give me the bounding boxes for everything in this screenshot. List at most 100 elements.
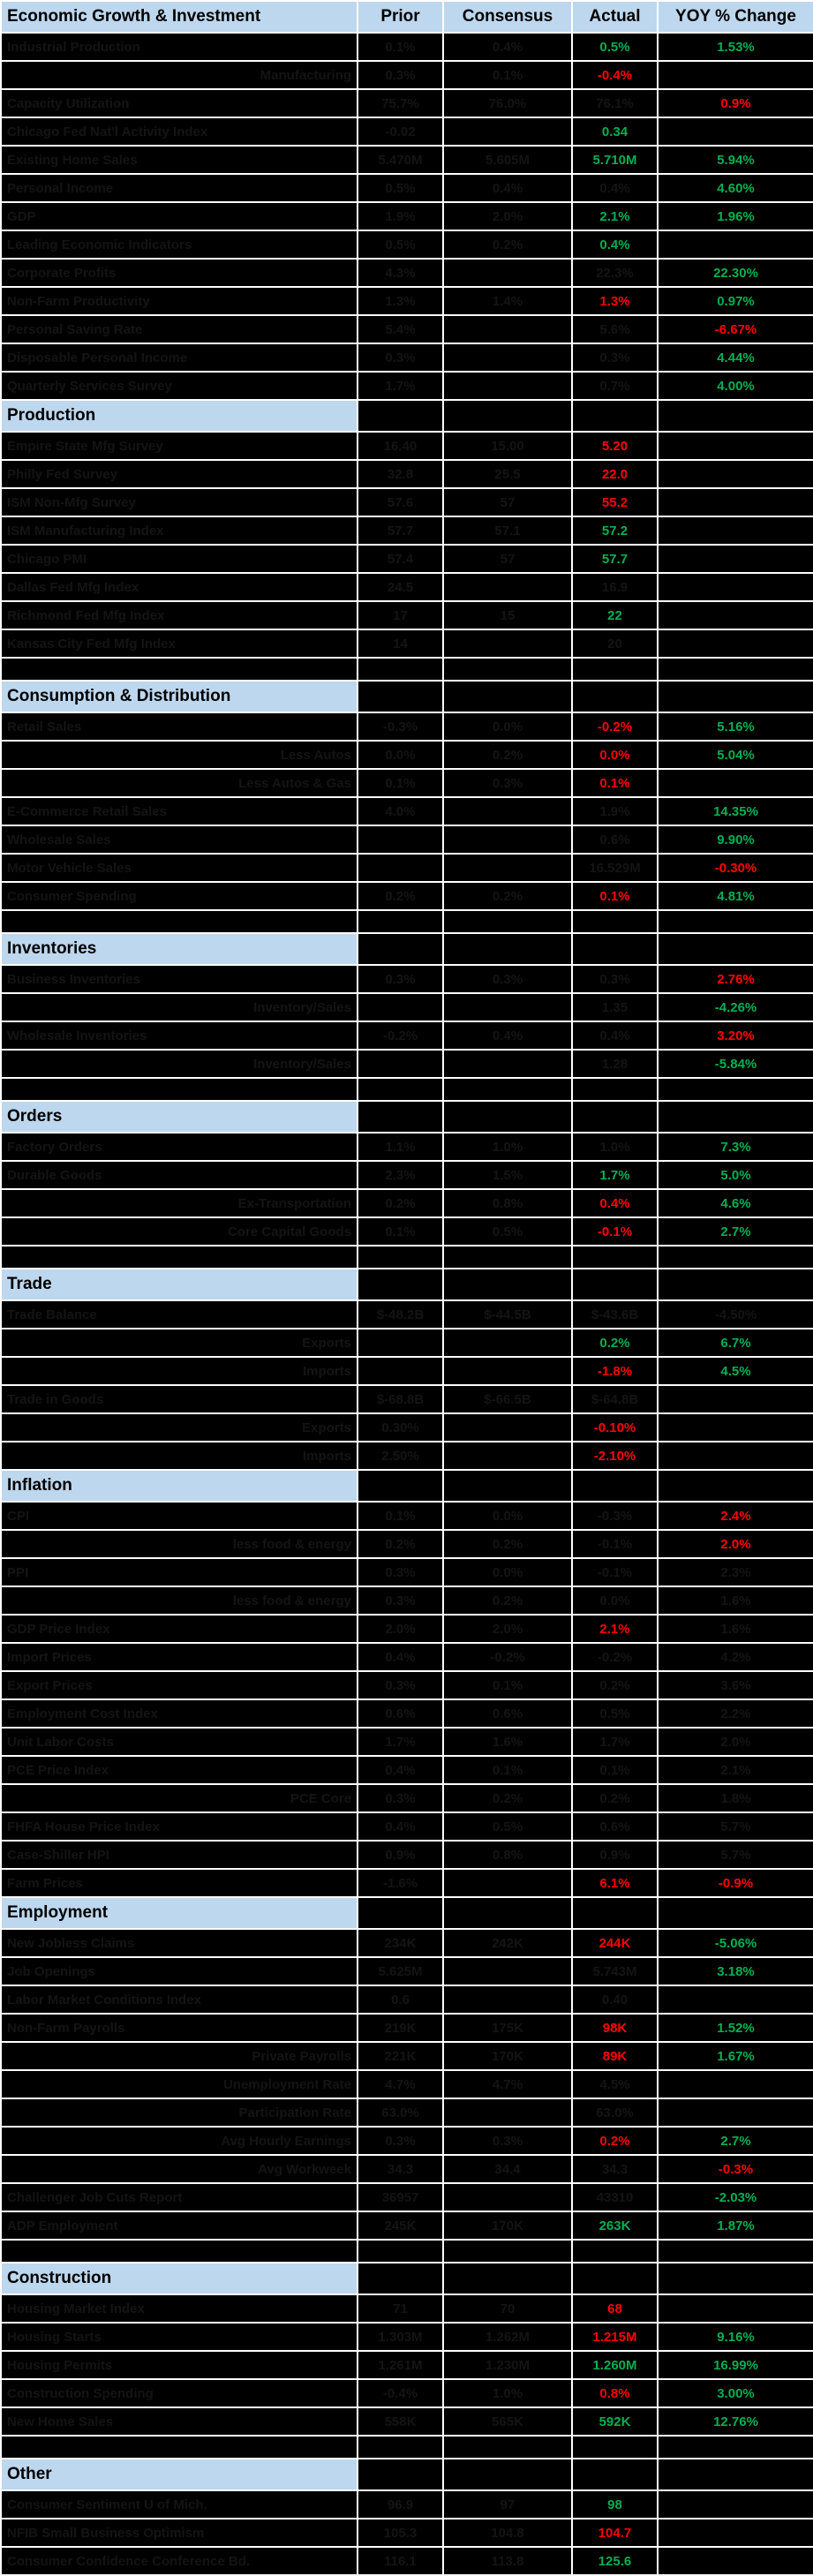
spacer-cell bbox=[442, 2435, 573, 2459]
yoy-change-value: 5.7% bbox=[657, 1840, 813, 1870]
actual-value: 0.2% bbox=[571, 1783, 659, 1813]
indicator-label: GDP Price Index bbox=[0, 1614, 358, 1644]
indicator-label: Chicago PMI bbox=[0, 544, 358, 574]
prior-value: 0.3% bbox=[357, 1586, 444, 1616]
spacer-cell bbox=[357, 657, 444, 682]
indicator-label: Case-Shiller HPI bbox=[0, 1840, 358, 1870]
indicator-label: Factory Orders bbox=[0, 1132, 358, 1162]
indicator-label: Kansas City Fed Mfg Index bbox=[0, 629, 358, 659]
prior-value: 234K bbox=[357, 1928, 444, 1958]
prior-value: 0.3% bbox=[357, 1557, 444, 1587]
yoy-change-value: -5.06% bbox=[657, 1928, 813, 1958]
indicator-label: New Jobless Claims bbox=[0, 1928, 358, 1958]
consensus-value: 0.2% bbox=[442, 230, 573, 260]
spacer-cell bbox=[442, 2239, 573, 2263]
table-row: Avg Hourly Earnings 0.3% 0.3% 0.2% 2.7% bbox=[0, 2126, 813, 2156]
consensus-value bbox=[442, 796, 573, 826]
table-row: Construction Spending -0.4% 1.0% 0.8% 3.00% bbox=[0, 2378, 813, 2408]
yoy-change-value: 9.16% bbox=[657, 2322, 813, 2352]
indicator-label: less food & energy bbox=[0, 1586, 358, 1616]
actual-value: 0.3% bbox=[571, 964, 659, 994]
section-header-row: Construction bbox=[0, 2262, 813, 2295]
table-row: less food & energy 0.3% 0.2% 0.0% 1.6% bbox=[0, 1586, 813, 1616]
consensus-value: 175K bbox=[442, 2013, 573, 2043]
indicator-label: Exports bbox=[0, 1328, 358, 1358]
prior-value: 116.1 bbox=[357, 2546, 444, 2576]
table-row: New Home Sales 558K 565K 592K 12.76% bbox=[0, 2407, 813, 2437]
actual-value: -0.10% bbox=[571, 1412, 659, 1442]
table-row: PPI 0.3% 0.0% -0.1% 2.3% bbox=[0, 1557, 813, 1587]
spacer-cell bbox=[0, 2239, 358, 2263]
actual-value: 0.3% bbox=[571, 343, 659, 373]
section-header-row: Trade bbox=[0, 1268, 813, 1301]
consensus-value: 0.3% bbox=[442, 2126, 573, 2156]
table-row: E-Commerce Retail Sales 4.0% 1.9% 14.35% bbox=[0, 796, 813, 826]
consensus-value bbox=[442, 2182, 573, 2212]
actual-value: -0.2% bbox=[571, 712, 659, 742]
spacer-cell bbox=[442, 1245, 573, 1269]
table-row: Existing Home Sales 5.470M 5.605M 5.710M 5.9… bbox=[0, 145, 813, 175]
prior-value: 0.4% bbox=[357, 1811, 444, 1842]
yoy-change-value: 2.0% bbox=[657, 1529, 813, 1559]
actual-value: 1.3% bbox=[571, 286, 659, 316]
section-empty-cell bbox=[571, 399, 659, 433]
yoy-change-value bbox=[657, 572, 813, 602]
section-header-row: Consumption & Distribution bbox=[0, 680, 813, 713]
prior-value: 24.5 bbox=[357, 572, 444, 602]
actual-value: 1.7% bbox=[571, 1727, 659, 1757]
indicator-label: NFIB Small Business Optimism bbox=[0, 2518, 358, 2548]
indicator-label: Inventory/Sales bbox=[0, 1049, 358, 1079]
actual-value: 0.4% bbox=[571, 1188, 659, 1218]
section-title: Inventories bbox=[0, 932, 358, 966]
actual-value: 1.260M bbox=[571, 2350, 659, 2380]
yoy-change-value: 3.00% bbox=[657, 2378, 813, 2408]
actual-value: 104.7 bbox=[571, 2518, 659, 2548]
actual-value: 0.5% bbox=[571, 1699, 659, 1729]
yoy-change-value: 22.30% bbox=[657, 258, 813, 288]
spacer-cell bbox=[657, 657, 813, 682]
consensus-value: 0.2% bbox=[442, 740, 573, 770]
prior-value: 14 bbox=[357, 629, 444, 659]
indicator-label: Import Prices bbox=[0, 1642, 358, 1672]
yoy-change-value bbox=[657, 1985, 813, 2015]
header-actual-column: Actual bbox=[571, 0, 659, 34]
table-row: Business Inventories 0.3% 0.3% 0.3% 2.76% bbox=[0, 964, 813, 994]
consensus-value: 0.0% bbox=[442, 712, 573, 742]
prior-value bbox=[357, 1356, 444, 1386]
yoy-change-value: -0.9% bbox=[657, 1868, 813, 1898]
actual-value: 263K bbox=[571, 2211, 659, 2241]
section-title: Trade bbox=[0, 1268, 358, 1301]
indicator-label: Less Autos bbox=[0, 740, 358, 770]
spacer-cell bbox=[571, 657, 659, 682]
prior-value: 245K bbox=[357, 2211, 444, 2241]
indicator-label: New Home Sales bbox=[0, 2407, 358, 2437]
consensus-value: 0.4% bbox=[442, 173, 573, 203]
section-header-row: Production bbox=[0, 399, 813, 433]
spacer-cell bbox=[357, 1245, 444, 1269]
indicator-label: Dallas Fed Mfg Index bbox=[0, 572, 358, 602]
spacer-cell bbox=[0, 2435, 358, 2459]
table-row: Trade in Goods $-68.8B $-66.5B $-64.8B bbox=[0, 1384, 813, 1414]
section-empty-cell bbox=[442, 1268, 573, 1301]
table-row: Trade Balance $-48.2B $-44.5B $-43.6B -4.50% bbox=[0, 1299, 813, 1329]
yoy-change-value bbox=[657, 600, 813, 630]
indicator-label: Personal Saving Rate bbox=[0, 314, 358, 344]
consensus-value: 57.1 bbox=[442, 516, 573, 546]
prior-value: 1.261M bbox=[357, 2350, 444, 2380]
indicator-label: Consumer Confidence Conference Bd. bbox=[0, 2546, 358, 2576]
prior-value: $-68.8B bbox=[357, 1384, 444, 1414]
consensus-value bbox=[442, 572, 573, 602]
actual-value: 1.7% bbox=[571, 1160, 659, 1190]
prior-value: 558K bbox=[357, 2407, 444, 2437]
table-row: Avg Workweek 34.3 34.4 34.3 -0.3% bbox=[0, 2154, 813, 2184]
consensus-value: 15 bbox=[442, 600, 573, 630]
actual-value: 0.9% bbox=[571, 1840, 659, 1870]
consensus-value bbox=[442, 629, 573, 659]
indicator-label: Participation Rate bbox=[0, 2098, 358, 2128]
table-row: NFIB Small Business Optimism 105.3 104.8 10… bbox=[0, 2518, 813, 2548]
prior-value: 1.7% bbox=[357, 1727, 444, 1757]
table-row: Motor Vehicle Sales 16.529M -0.30% bbox=[0, 853, 813, 883]
consensus-value bbox=[442, 314, 573, 344]
spacer-row bbox=[0, 1077, 813, 1102]
table-row: Consumer Confidence Conference Bd. 116.1 1… bbox=[0, 2546, 813, 2576]
